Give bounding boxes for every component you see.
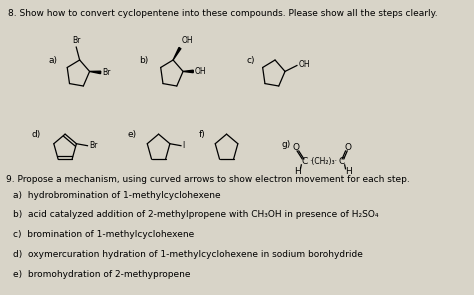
Polygon shape (183, 70, 193, 73)
Text: C: C (301, 157, 308, 166)
Text: C: C (338, 157, 345, 166)
Text: O: O (345, 143, 352, 153)
Text: H: H (294, 167, 301, 176)
Text: d)  oxymercuration hydration of 1-methylcyclohexene in sodium borohydride: d) oxymercuration hydration of 1-methylc… (13, 250, 363, 259)
Text: a)  hydrobromination of 1-methylcyclohexene: a) hydrobromination of 1-methylcyclohexe… (13, 191, 221, 200)
Polygon shape (173, 47, 181, 60)
Text: 8. Show how to convert cyclopentene into these compounds. Please show all the st: 8. Show how to convert cyclopentene into… (8, 9, 438, 18)
Text: d): d) (31, 130, 40, 139)
Text: c): c) (246, 56, 255, 65)
Text: Br: Br (89, 141, 98, 150)
Text: e)  bromohydration of 2-methypropene: e) bromohydration of 2-methypropene (13, 270, 191, 279)
Text: ·(CH₂)₃·: ·(CH₂)₃· (309, 157, 337, 166)
Text: e): e) (127, 130, 136, 139)
Text: OH: OH (299, 60, 310, 69)
Text: b)  acid catalyzed addition of 2-methylpropene with CH₃OH in presence of H₂SO₄: b) acid catalyzed addition of 2-methylpr… (13, 210, 379, 219)
Text: g): g) (282, 140, 291, 149)
Text: O: O (293, 143, 300, 153)
Text: a): a) (48, 56, 57, 65)
Text: OH: OH (195, 67, 207, 76)
Polygon shape (90, 71, 100, 74)
Text: c)  bromination of 1-methylcyclohexene: c) bromination of 1-methylcyclohexene (13, 230, 194, 239)
Text: f): f) (199, 130, 205, 139)
Text: H: H (345, 167, 351, 176)
Text: 9. Propose a mechanism, using curved arrows to show electron movement for each s: 9. Propose a mechanism, using curved arr… (6, 175, 410, 184)
Text: Br: Br (102, 68, 111, 77)
Text: b): b) (139, 56, 148, 65)
Text: Br: Br (72, 36, 81, 45)
Text: OH: OH (182, 36, 193, 45)
Text: I: I (182, 141, 185, 150)
